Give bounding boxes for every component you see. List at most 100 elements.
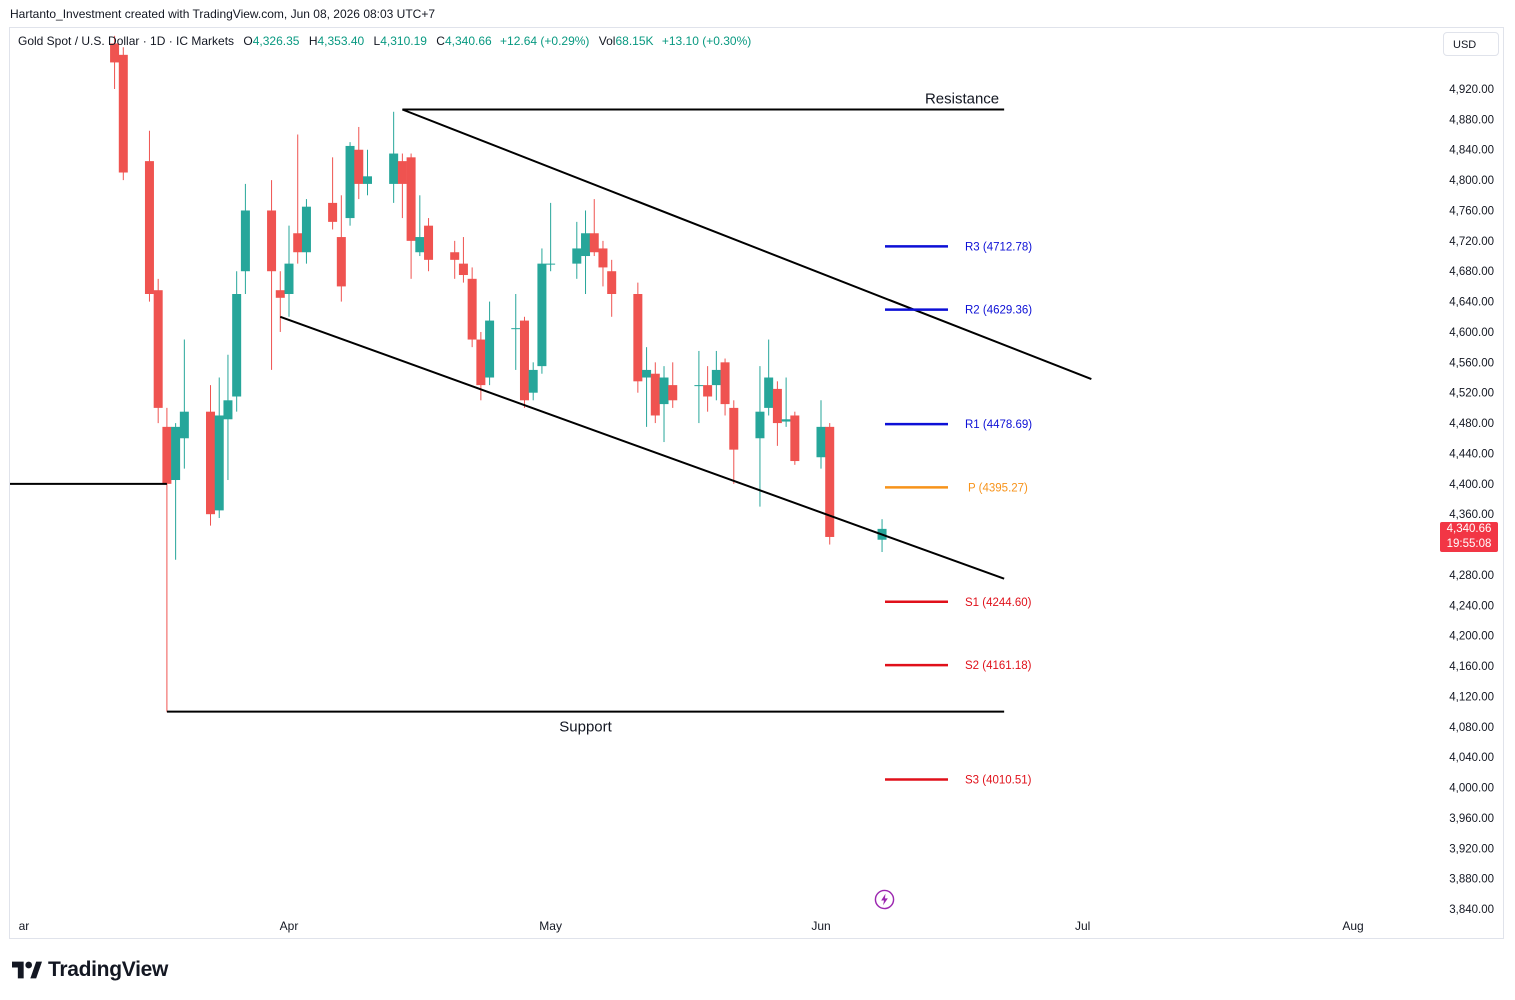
- tradingview-logo[interactable]: TradingView: [12, 958, 168, 982]
- candle-body: [275, 290, 285, 298]
- open-value: 4,326.35: [252, 34, 300, 48]
- candle-up[interactable]: [214, 377, 224, 518]
- candle-down[interactable]: [633, 282, 643, 393]
- price-axis-label: 4,240.00: [1449, 600, 1494, 612]
- candle-down[interactable]: [825, 423, 835, 545]
- candle-body: [179, 411, 189, 439]
- candle-up[interactable]: [345, 142, 355, 226]
- candle-up[interactable]: [240, 183, 250, 294]
- candle-down[interactable]: [772, 381, 782, 446]
- candle-down[interactable]: [153, 278, 163, 424]
- candle-down[interactable]: [354, 126, 364, 200]
- candle-up[interactable]: [485, 301, 495, 386]
- candle-body: [668, 385, 678, 401]
- candle-up[interactable]: [284, 225, 294, 317]
- candle-down[interactable]: [467, 267, 477, 348]
- candle-up[interactable]: [694, 350, 704, 424]
- candle-down[interactable]: [267, 180, 277, 370]
- price-axis-label: 3,840.00: [1449, 904, 1494, 916]
- candle-up[interactable]: [511, 294, 521, 370]
- candle-up[interactable]: [179, 339, 189, 469]
- candle-up[interactable]: [415, 195, 425, 257]
- candle-body: [485, 320, 495, 378]
- candle-body: [467, 278, 477, 340]
- candle-up[interactable]: [781, 377, 791, 427]
- candle-down[interactable]: [703, 366, 713, 412]
- price-axis[interactable]: 3,840.00 3,880.00 3,920.00 3,960.00 4,000.00…: [1449, 84, 1494, 916]
- candle-up[interactable]: [764, 339, 774, 416]
- candle-up[interactable]: [389, 111, 399, 203]
- candle-down[interactable]: [668, 362, 678, 408]
- price-axis-label: 4,440.00: [1449, 448, 1494, 460]
- candle-up[interactable]: [537, 248, 547, 374]
- candle-up[interactable]: [546, 202, 556, 272]
- candle-down[interactable]: [144, 130, 154, 302]
- candle-up[interactable]: [171, 423, 181, 560]
- candle-down[interactable]: [110, 35, 120, 89]
- candle-body: [293, 233, 303, 253]
- candle-up[interactable]: [755, 366, 765, 507]
- price-axis-label: 4,880.00: [1449, 114, 1494, 126]
- lightning-icon[interactable]: [874, 889, 895, 910]
- candle-body: [650, 373, 660, 416]
- candle-down[interactable]: [450, 240, 460, 279]
- candle-down[interactable]: [293, 134, 303, 264]
- candle-down[interactable]: [328, 157, 338, 230]
- resistance-label: Resistance: [925, 91, 999, 108]
- candle-up[interactable]: [659, 366, 669, 443]
- candle-down[interactable]: [729, 400, 739, 484]
- candle-down[interactable]: [607, 259, 617, 317]
- candle-down[interactable]: [162, 407, 172, 712]
- candle-down[interactable]: [519, 316, 529, 408]
- candle-up[interactable]: [711, 350, 721, 401]
- candle-down[interactable]: [118, 47, 128, 181]
- candle-up[interactable]: [572, 221, 582, 279]
- candle-down[interactable]: [790, 411, 800, 465]
- price-axis-label: 4,000.00: [1449, 783, 1494, 795]
- candle-down[interactable]: [397, 153, 407, 219]
- candle-down[interactable]: [336, 195, 346, 302]
- candle-up[interactable]: [223, 354, 233, 481]
- candle-up[interactable]: [301, 199, 311, 264]
- pivot-label-r2: R2 (4629.36): [965, 305, 1032, 317]
- candle-body: [519, 320, 529, 401]
- price-axis-label: 4,600.00: [1449, 327, 1494, 339]
- candle-down[interactable]: [424, 218, 434, 272]
- candle-down[interactable]: [720, 358, 730, 416]
- candle-down[interactable]: [650, 362, 660, 424]
- upper-channel-line[interactable]: [402, 108, 1092, 380]
- candle-body: [232, 294, 242, 397]
- candle-down[interactable]: [406, 153, 416, 279]
- candles-layer: [110, 35, 887, 712]
- time-axis[interactable]: ar Apr May Jun Jul Aug: [19, 919, 1364, 933]
- lower-channel-line[interactable]: [279, 315, 1005, 580]
- volume-label: Vol: [598, 34, 616, 48]
- tradingview-wordmark: TradingView: [48, 958, 169, 981]
- price-axis-label: 4,680.00: [1449, 266, 1494, 278]
- chart-credit: Hartanto_Investment created with Trading…: [10, 7, 436, 21]
- candle-body: [153, 290, 163, 408]
- low-label: L: [373, 34, 381, 48]
- candle-body: [206, 411, 216, 515]
- candle-down[interactable]: [598, 240, 608, 287]
- candle-body: [581, 233, 591, 257]
- currency-button[interactable]: USD: [1443, 32, 1499, 56]
- candle-up[interactable]: [362, 149, 372, 196]
- candle-down[interactable]: [275, 271, 285, 332]
- candle-up[interactable]: [642, 347, 652, 427]
- candle-down[interactable]: [458, 237, 468, 283]
- candle-body: [703, 385, 713, 397]
- candle-down[interactable]: [589, 199, 599, 257]
- candle-up[interactable]: [816, 400, 826, 469]
- candle-up[interactable]: [232, 271, 242, 412]
- chart-frame: [9, 27, 1504, 939]
- candle-body: [607, 271, 617, 294]
- candle-down[interactable]: [206, 385, 216, 526]
- candle-body: [336, 237, 346, 287]
- candle-up[interactable]: [528, 362, 538, 401]
- price-axis-label: 4,640.00: [1449, 297, 1494, 309]
- symbol-title[interactable]: Gold Spot / U.S. Dollar · 1D · IC Market…: [18, 34, 235, 48]
- price-axis-label: 4,760.00: [1449, 205, 1494, 217]
- candle-up[interactable]: [581, 210, 591, 294]
